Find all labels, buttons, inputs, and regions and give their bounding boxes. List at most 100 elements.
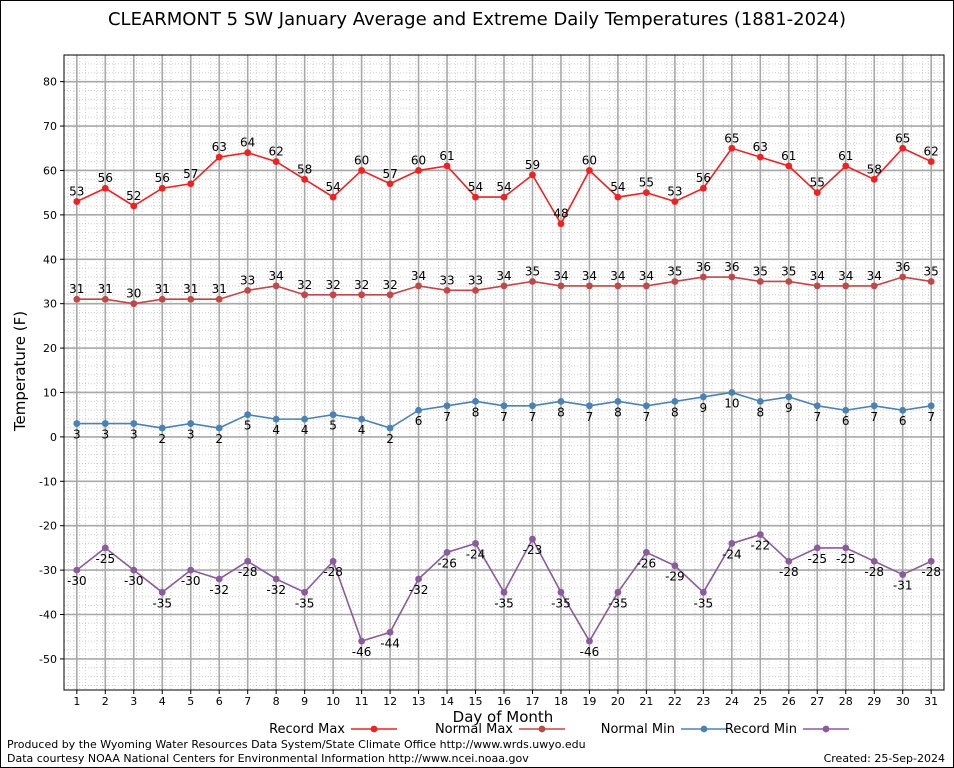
- record-min-data-label: -32: [266, 583, 286, 597]
- record-max-data-label: 56: [98, 171, 113, 185]
- x-tick-label: 9: [301, 695, 308, 708]
- normal-max-data-label: 36: [895, 260, 910, 274]
- normal-min-point: [272, 415, 280, 423]
- record-min-point: [813, 544, 821, 552]
- normal-max-data-label: 35: [667, 264, 682, 278]
- x-tick-label: 24: [725, 695, 739, 708]
- record-max-point: [415, 167, 422, 174]
- normal-max-data-label: 31: [183, 282, 198, 296]
- normal-max-data-label: 32: [297, 278, 312, 292]
- normal-min-point: [927, 402, 935, 410]
- normal-min-point: [529, 402, 536, 410]
- normal-max-point: [756, 278, 764, 285]
- x-tick-label: 19: [582, 695, 596, 708]
- normal-max-point: [614, 282, 622, 290]
- normal-min-point: [244, 411, 252, 419]
- record-max-point: [785, 162, 793, 170]
- x-tick-label: 30: [896, 695, 910, 708]
- normal-max-data-label: 33: [240, 273, 255, 287]
- normal-min-point: [557, 397, 565, 405]
- x-tick-label: 15: [469, 695, 483, 708]
- record-min-point: [73, 566, 81, 574]
- normal-max-data-label: 35: [781, 264, 796, 278]
- record-min-point: [386, 628, 394, 636]
- normal-max-point: [215, 295, 223, 303]
- y-tick-label: -30: [39, 564, 57, 577]
- record-max-data-label: 52: [126, 189, 141, 203]
- record-max-data-label: 61: [838, 149, 853, 163]
- normal-min-point: [215, 424, 223, 432]
- normal-min-point: [728, 389, 736, 396]
- record-min-data-label: -31: [893, 579, 913, 593]
- x-tick-label: 16: [497, 695, 511, 708]
- normal-min-data-label: 5: [329, 419, 337, 433]
- record-min-data-label: -28: [921, 565, 941, 579]
- record-max-point: [443, 162, 451, 170]
- x-axis-title: Day of Month: [453, 708, 554, 726]
- record-max-data-label: 48: [553, 207, 568, 221]
- record-min-point: [927, 557, 935, 565]
- normal-max-point: [642, 282, 650, 290]
- record-max-data-label: 55: [810, 176, 825, 190]
- y-tick-label: -10: [39, 475, 57, 488]
- record-min-point: [158, 588, 166, 596]
- normal-max-data-label: 32: [354, 278, 369, 292]
- normal-max-data-label: 34: [810, 269, 825, 283]
- record-min-point: [899, 571, 907, 578]
- record-max-data-label: 54: [496, 180, 511, 194]
- normal-min-point: [699, 393, 707, 401]
- normal-min-point: [101, 420, 109, 427]
- normal-max-data-label: 36: [696, 260, 711, 274]
- record-max-data-label: 59: [525, 158, 540, 172]
- record-max-point: [529, 171, 536, 179]
- normal-max-data-label: 31: [69, 282, 84, 296]
- record-max-point: [244, 149, 252, 157]
- normal-min-data-label: 6: [415, 414, 423, 428]
- record-min-point: [671, 562, 679, 570]
- record-max-data-label: 58: [867, 162, 882, 176]
- y-tick-label: 40: [43, 253, 57, 266]
- legend-label-normal-max: Normal Max: [435, 722, 513, 737]
- record-max-data-label: 60: [354, 153, 369, 167]
- normal-min-point: [301, 415, 309, 423]
- normal-max-data-label: 34: [610, 269, 625, 283]
- record-min-point: [529, 535, 536, 543]
- normal-max-data-label: 30: [126, 287, 141, 301]
- record-min-data-label: -22: [751, 539, 771, 553]
- normal-max-point: [158, 295, 166, 303]
- normal-min-point: [329, 411, 337, 419]
- normal-min-data-label: 9: [700, 401, 708, 415]
- normal-max-data-label: 35: [924, 264, 939, 278]
- record-max-data-label: 54: [610, 180, 625, 194]
- record-max-data-label: 53: [667, 185, 682, 199]
- normal-max-point: [728, 273, 736, 281]
- record-max-point: [472, 193, 479, 201]
- x-tick-label: 25: [753, 695, 767, 708]
- normal-min-data-label: 7: [870, 410, 878, 424]
- y-tick-label: 60: [43, 164, 57, 177]
- record-max-point: [899, 144, 907, 152]
- record-min-data-label: -35: [295, 596, 315, 610]
- record-min-point: [101, 544, 109, 552]
- normal-min-point: [586, 402, 593, 410]
- normal-max-data-label: 34: [496, 269, 511, 283]
- record-max-point: [671, 198, 679, 205]
- legend-marker-record-max: [370, 725, 378, 733]
- record-min-point: [557, 588, 565, 596]
- normal-max-point: [500, 282, 508, 290]
- record-max-point: [614, 193, 622, 201]
- record-max-point: [215, 153, 223, 161]
- normal-min-point: [785, 393, 793, 401]
- normal-min-data-label: 4: [358, 423, 366, 437]
- normal-min-data-label: 8: [472, 405, 480, 419]
- record-min-data-label: -24: [466, 547, 486, 561]
- record-min-point: [756, 531, 764, 538]
- record-max-data-label: 64: [240, 136, 255, 150]
- record-min-point: [699, 588, 707, 596]
- record-min-point: [187, 566, 195, 574]
- y-tick-label: 10: [43, 386, 57, 399]
- normal-max-point: [472, 286, 479, 294]
- y-tick-label: 30: [43, 298, 57, 311]
- normal-min-data-label: 3: [187, 428, 195, 442]
- record-min-data-label: -28: [779, 565, 799, 579]
